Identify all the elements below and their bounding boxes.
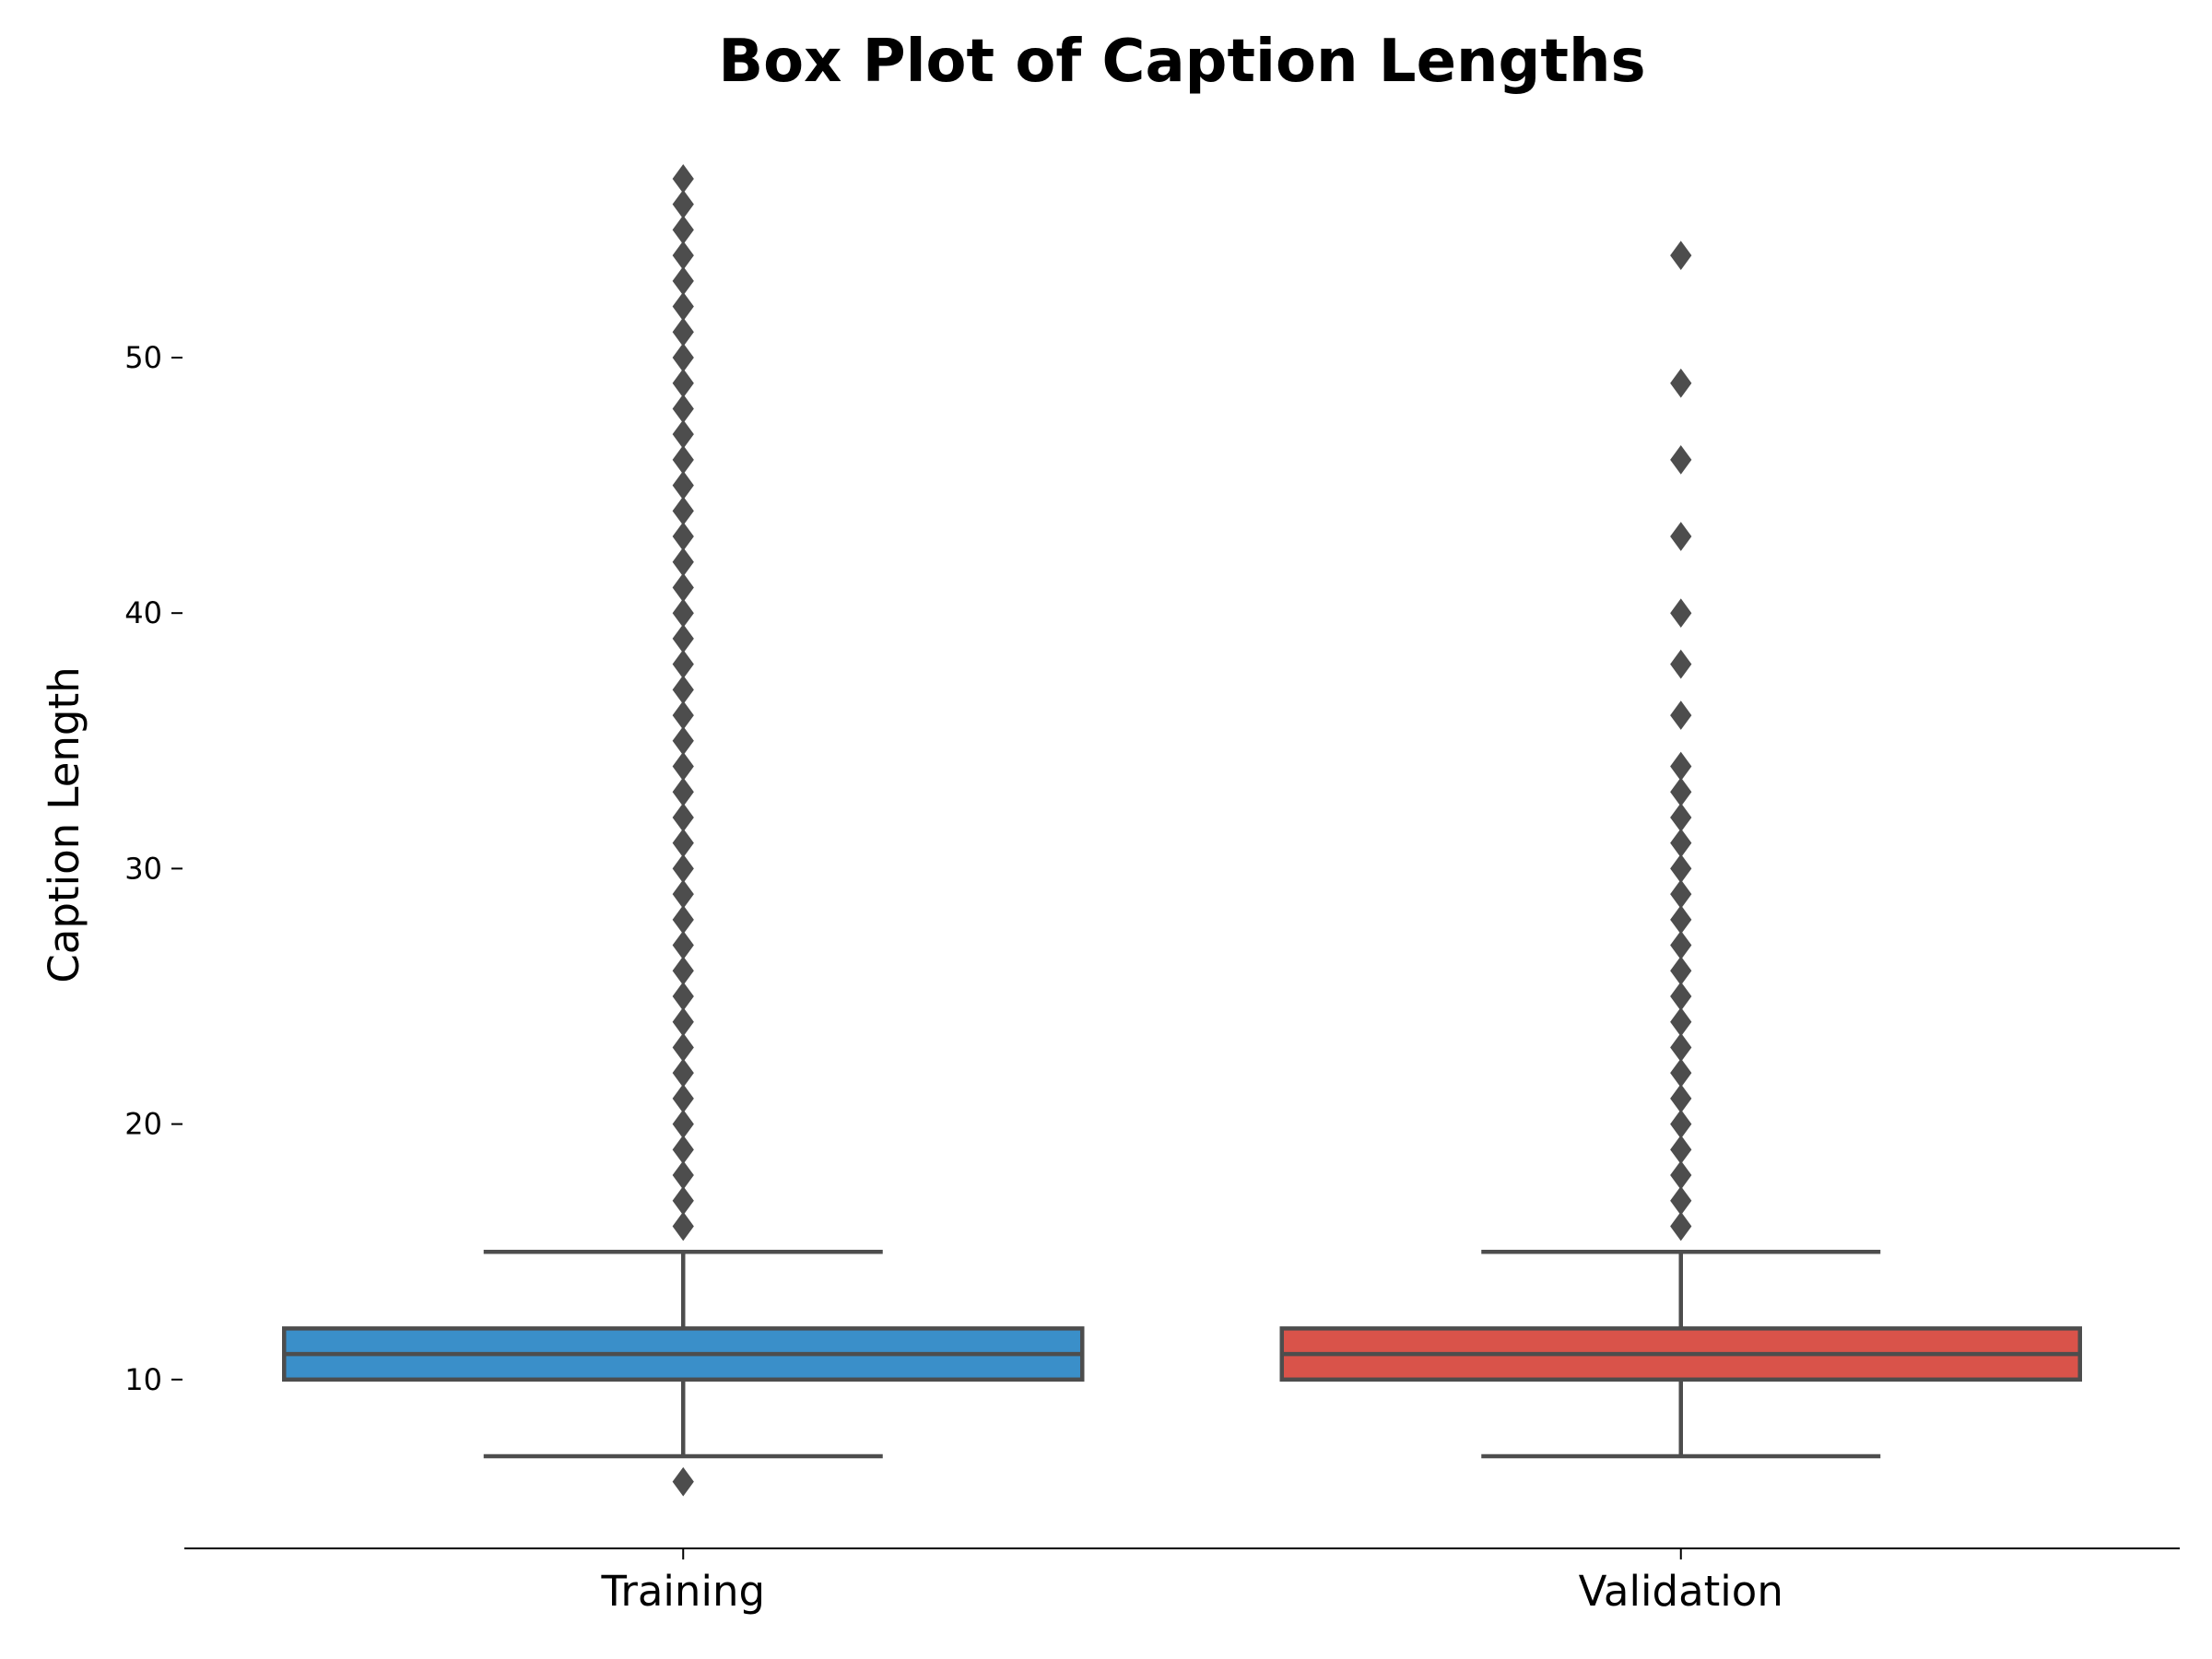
validation-outlier-point: [1670, 803, 1692, 832]
y-axis-title: Caption Length: [40, 666, 88, 982]
validation-outlier-point: [1670, 1109, 1692, 1139]
training-outlier-point: [672, 1185, 694, 1216]
training-outlier-point: [672, 1135, 694, 1165]
training-outlier-point: [672, 1109, 694, 1139]
validation-outlier-point: [1670, 1084, 1692, 1113]
training-outlier-point: [672, 215, 694, 245]
x-tick-label-training: Training: [600, 1567, 765, 1616]
y-tick-label: 10: [124, 1362, 162, 1397]
training-outlier-point: [672, 904, 694, 935]
training-outlier-point: [672, 675, 694, 705]
validation-outlier-point: [1670, 904, 1692, 935]
training-outlier-point: [672, 496, 694, 526]
training-outlier-point: [672, 1084, 694, 1113]
validation-outlier-point: [1670, 1058, 1692, 1088]
validation-outlier-point: [1670, 1160, 1692, 1190]
training-outlier-point: [672, 572, 694, 603]
training-outlier-point: [672, 470, 694, 500]
training-outlier-point: [672, 1058, 694, 1088]
training-outlier-point: [672, 419, 694, 450]
training-outlier-point: [672, 1160, 694, 1190]
training-outlier-point: [672, 394, 694, 424]
validation-outlier-point: [1670, 598, 1692, 629]
validation-outlier-point: [1670, 828, 1692, 858]
validation-outlier-point: [1670, 982, 1692, 1011]
training-outlier-point: [672, 343, 694, 372]
training-outlier-point: [672, 317, 694, 347]
training-outlier-point: [672, 164, 694, 194]
training-outlier-point: [672, 265, 694, 296]
training-outlier-point: [672, 1006, 694, 1037]
training-outlier-point: [672, 1466, 694, 1497]
validation-outlier-point: [1670, 879, 1692, 909]
validation-outlier-point: [1670, 751, 1692, 782]
validation-outlier-point: [1670, 853, 1692, 884]
training-outlier-point: [672, 368, 694, 398]
y-tick-label: 20: [124, 1107, 162, 1142]
training-outlier-point: [672, 522, 694, 551]
validation-outlier-point: [1670, 700, 1692, 730]
training-outlier-point: [672, 1032, 694, 1063]
validation-outlier-point: [1670, 649, 1692, 679]
training-outlier-point: [672, 956, 694, 986]
training-outlier-point: [672, 700, 694, 730]
training-outlier-point: [672, 777, 694, 807]
training-outlier-point: [672, 828, 694, 858]
validation-outlier-point: [1670, 930, 1692, 960]
validation-outlier-point: [1670, 956, 1692, 986]
training-outlier-point: [672, 930, 694, 960]
y-tick-label: 50: [124, 340, 162, 375]
y-tick-label: 40: [124, 595, 162, 630]
validation-outlier-point: [1670, 445, 1692, 475]
training-outlier-point: [672, 725, 694, 756]
validation-outlier-point: [1670, 1006, 1692, 1037]
training-outlier-point: [672, 649, 694, 679]
training-outlier-point: [672, 598, 694, 629]
validation-outlier-point: [1670, 777, 1692, 807]
validation-outlier-point: [1670, 241, 1692, 270]
training-outlier-point: [672, 853, 694, 884]
training-outlier-point: [672, 291, 694, 322]
training-outlier-point: [672, 803, 694, 832]
training-outlier-point: [672, 751, 694, 782]
validation-outlier-point: [1670, 1032, 1692, 1063]
training-outlier-point: [672, 982, 694, 1011]
y-tick-label: 30: [124, 851, 162, 886]
training-outlier-point: [672, 1211, 694, 1241]
validation-outlier-point: [1670, 1185, 1692, 1216]
training-outlier-point: [672, 547, 694, 577]
training-outlier-point: [672, 624, 694, 653]
validation-outlier-point: [1670, 522, 1692, 551]
x-tick-label-validation: Validation: [1579, 1567, 1783, 1616]
validation-outlier-point: [1670, 368, 1692, 398]
validation-outlier-point: [1670, 1211, 1692, 1241]
validation-outlier-point: [1670, 1135, 1692, 1165]
chart-title: Box Plot of Caption Lengths: [718, 28, 1646, 96]
training-outlier-point: [672, 241, 694, 270]
training-outlier-point: [672, 189, 694, 219]
training-outlier-point: [672, 879, 694, 909]
training-outlier-point: [672, 445, 694, 475]
